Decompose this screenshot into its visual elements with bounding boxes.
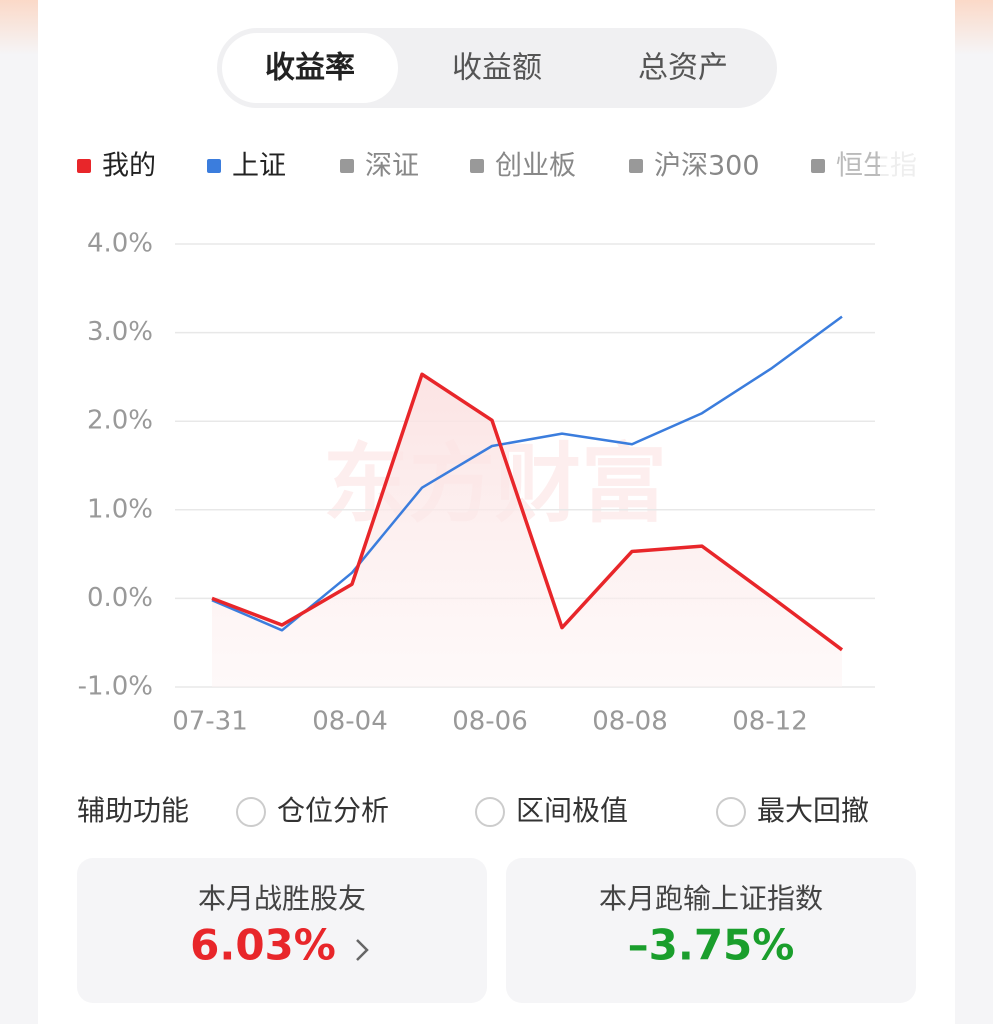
tab[interactable]: 收益额 (452, 51, 542, 86)
radio-label[interactable]: 仓位分析 (277, 794, 389, 827)
legend-label[interactable]: 沪深300 (654, 151, 760, 182)
line (211, 315, 843, 632)
corner-glow (0, 0, 38, 55)
area (212, 374, 842, 687)
legend-swatch[interactable] (77, 159, 91, 173)
radio[interactable] (716, 797, 746, 827)
x-tick-label: 08-08 (592, 707, 668, 737)
legend-label[interactable]: 我的 (102, 151, 156, 182)
tab[interactable]: 收益率 (265, 51, 355, 86)
legend-swatch[interactable] (629, 159, 643, 173)
x-tick-label: 08-04 (312, 707, 388, 737)
y-tick-label: 1.0% (87, 494, 153, 524)
card-title: 本月跑输上证指数 (599, 882, 823, 915)
tools-label: 辅助功能 (77, 794, 189, 827)
tab-active (222, 33, 398, 103)
chevron[interactable] (356, 939, 369, 961)
card (506, 858, 916, 1003)
legend-label[interactable]: 创业板 (495, 151, 576, 182)
x-tick-label: 07-31 (172, 707, 248, 737)
radio-label[interactable]: 最大回撤 (757, 794, 869, 827)
y-tick-label: 0.0% (87, 583, 153, 613)
card (77, 858, 487, 1003)
radio[interactable] (475, 797, 505, 827)
line (211, 372, 844, 652)
legend-swatch[interactable] (470, 159, 484, 173)
radio[interactable] (236, 797, 266, 827)
y-tick-label: 2.0% (87, 406, 153, 436)
card-title: 本月战胜股友 (198, 882, 366, 915)
radio-label[interactable]: 区间极值 (516, 794, 628, 827)
y-tick-label: 4.0% (87, 229, 153, 259)
x-tick-label: 08-06 (452, 707, 528, 737)
card-value: 6.03% (190, 921, 336, 970)
tab[interactable]: 总资产 (638, 51, 728, 86)
legend-swatch[interactable] (811, 159, 825, 173)
y-tick-label: -1.0% (78, 672, 153, 702)
x-tick-label: 08-12 (732, 707, 808, 737)
legend-fade (880, 140, 955, 195)
legend-swatch[interactable] (207, 159, 221, 173)
legend-label[interactable]: 深证 (365, 151, 419, 182)
corner-glow (955, 0, 993, 55)
y-tick-label: 3.0% (87, 317, 153, 347)
card-value: –3.75% (628, 921, 795, 970)
legend-label[interactable]: 上证 (232, 151, 286, 182)
legend-swatch[interactable] (340, 159, 354, 173)
